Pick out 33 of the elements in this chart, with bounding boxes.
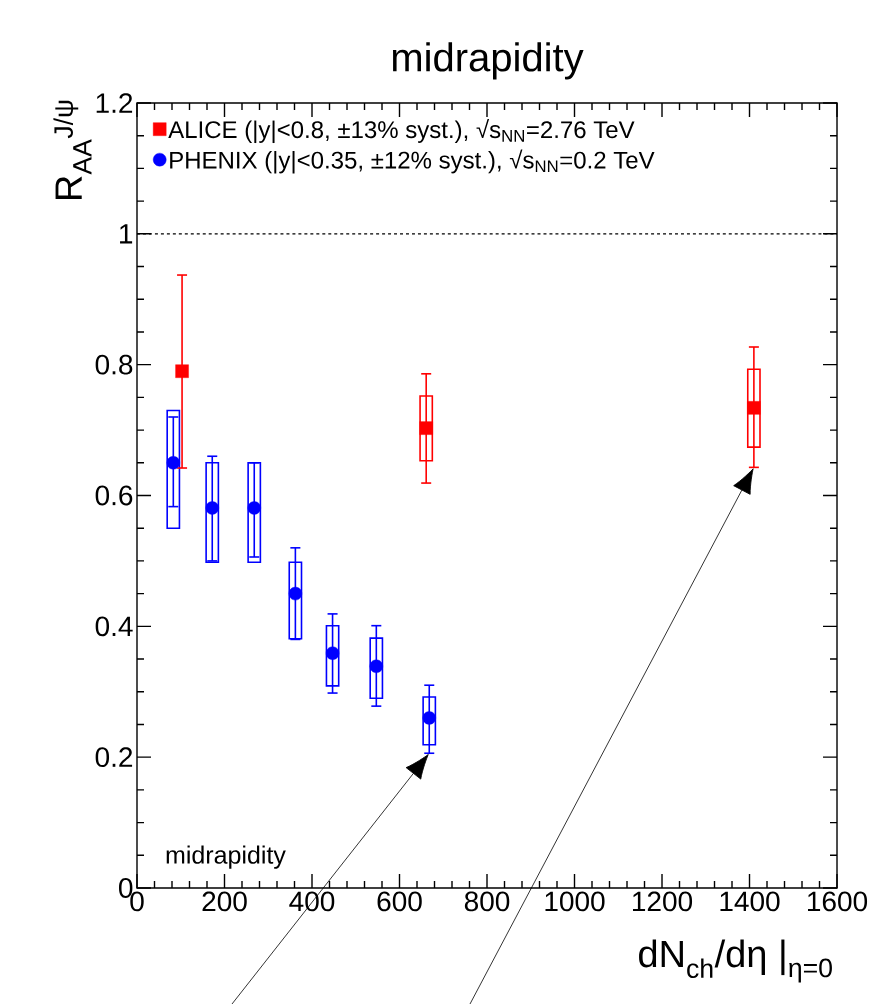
y-tick-label: 0.8 — [95, 354, 133, 375]
y-tick-label: 1.2 — [96, 93, 133, 113]
point — [369, 659, 384, 673]
bar — [247, 461, 262, 564]
x-tick-label: 1400 — [720, 891, 780, 912]
annotation: midrapidity — [166, 845, 286, 869]
legend-label: ALICE (|y|<0.8, ±13% syst.), √s$_{NN}$=2.76 TeV — [168, 118, 635, 144]
y-tick-label: 0.6 — [95, 485, 133, 506]
y-axis-title: R$_{AA}$J/ψ — [53, 100, 92, 199]
point — [175, 364, 189, 378]
point — [288, 586, 303, 601]
point — [422, 711, 436, 725]
bar — [205, 461, 220, 564]
x-tick-label: 800 — [464, 891, 510, 912]
point — [205, 501, 219, 515]
x-tick-label: 200 — [202, 891, 247, 912]
point — [325, 646, 340, 660]
x-tick-label: 1600 — [808, 891, 868, 912]
x-tick-label: 1200 — [633, 891, 693, 912]
x-tick-label: 400 — [289, 891, 335, 912]
y-tick-label: 0.4 — [95, 616, 133, 637]
point — [247, 501, 261, 515]
x-tick-label: 600 — [377, 891, 422, 912]
legend-label: PHENIX (|y|<0.35, ±12% syst.), √s$_{NN}$=0.2 TeV — [170, 149, 655, 174]
y-tick-label: 1 — [120, 224, 133, 244]
point — [747, 401, 761, 415]
chart-title: midrapidity — [392, 42, 584, 80]
point — [419, 421, 433, 435]
x-axis-title: dN$_{ch}$/dη |$_{η=0}$ — [639, 939, 832, 983]
point — [166, 456, 181, 470]
y-tick-label: 0.2 — [95, 747, 133, 768]
x-tick-label: 1000 — [545, 891, 605, 912]
bar — [166, 409, 181, 529]
